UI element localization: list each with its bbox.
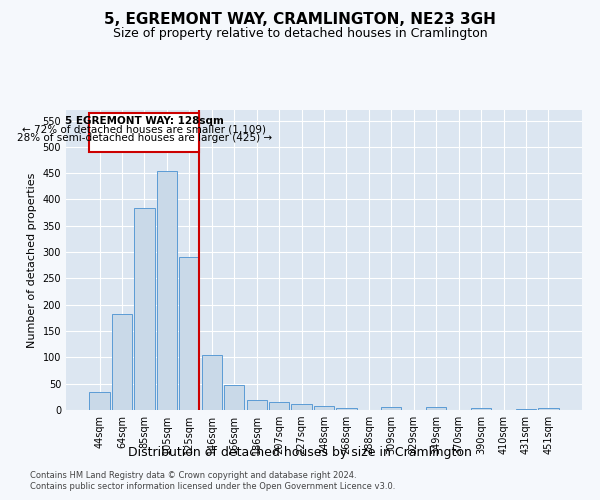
Text: Size of property relative to detached houses in Cramlington: Size of property relative to detached ho… (113, 28, 487, 40)
Bar (269, 402, 289, 410)
Bar (134, 208, 155, 410)
Text: Distribution of detached houses by size in Cramlington: Distribution of detached houses by size … (128, 446, 472, 459)
Bar (538, 408, 559, 410)
Text: Contains public sector information licensed under the Open Government Licence v3: Contains public sector information licen… (30, 482, 395, 491)
Text: 28% of semi-detached houses are larger (425) →: 28% of semi-detached houses are larger (… (17, 134, 272, 143)
Text: 5, EGREMONT WAY, CRAMLINGTON, NE23 3GH: 5, EGREMONT WAY, CRAMLINGTON, NE23 3GH (104, 12, 496, 28)
Y-axis label: Number of detached properties: Number of detached properties (27, 172, 37, 348)
Bar (224, 384, 244, 410)
FancyBboxPatch shape (89, 112, 199, 152)
Bar (202, 356, 222, 410)
Bar (337, 408, 356, 410)
Bar (179, 258, 199, 410)
Bar (314, 406, 334, 410)
Bar (381, 408, 401, 410)
Bar (426, 408, 446, 410)
Bar (157, 170, 177, 410)
Bar (516, 409, 536, 410)
Bar (292, 404, 311, 410)
Bar (471, 408, 491, 410)
Text: 5 EGREMONT WAY: 128sqm: 5 EGREMONT WAY: 128sqm (65, 116, 224, 126)
Bar (89, 392, 110, 410)
Bar (112, 314, 132, 410)
Bar (247, 400, 267, 410)
Text: Contains HM Land Registry data © Crown copyright and database right 2024.: Contains HM Land Registry data © Crown c… (30, 471, 356, 480)
Text: ← 72% of detached houses are smaller (1,109): ← 72% of detached houses are smaller (1,… (22, 124, 266, 134)
